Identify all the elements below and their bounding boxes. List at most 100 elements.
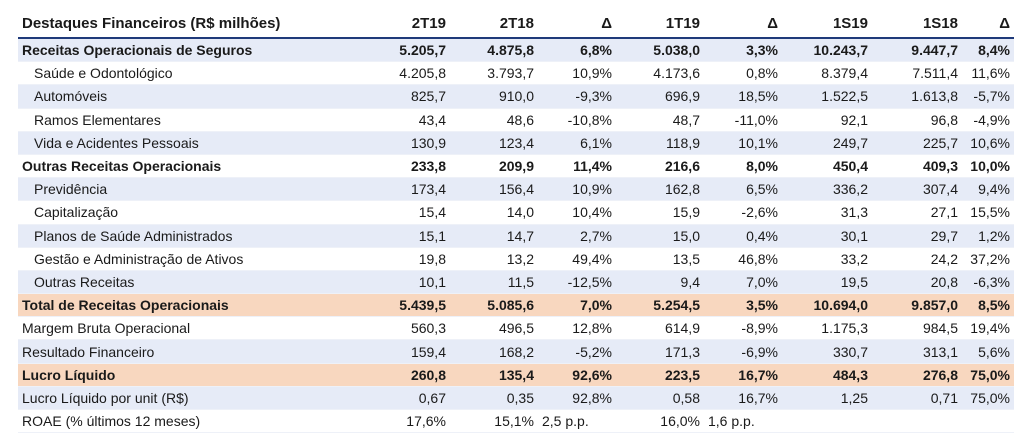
cell-2t18: 209,9 xyxy=(450,153,538,179)
cell-2t18: 11,5 xyxy=(450,270,538,295)
cell-2t19: 260,8 xyxy=(362,362,450,387)
cell-1t19: 16,0% xyxy=(616,409,704,434)
cell-1s19: 484,3 xyxy=(782,362,872,387)
cell-delta-2t: 92,8% xyxy=(538,386,616,411)
cell-delta-1s: 1,2% xyxy=(962,224,1014,248)
cell-2t19: 0,67 xyxy=(362,386,450,411)
cell-1s19: 1.522,5 xyxy=(782,84,872,109)
cell-delta-1s: -6,3% xyxy=(962,270,1014,295)
cell-1t19: 171,3 xyxy=(616,339,704,364)
cell-2t18: 15,1% xyxy=(450,409,538,434)
row-label: Planos de Saúde Administrados xyxy=(18,224,362,248)
cell-2t19: 173,4 xyxy=(362,177,450,202)
cell-1s19: 450,4 xyxy=(782,153,872,179)
cell-1s18: 409,3 xyxy=(872,153,962,179)
cell-1s18: 276,8 xyxy=(872,362,962,387)
cell-1s18: 24,2 xyxy=(872,247,962,271)
table-row-total-receitas: Total de Receitas Operacionais 5.439,5 5.0… xyxy=(18,293,1014,318)
cell-delta-1s: 10,0% xyxy=(962,153,1014,179)
cell-delta-1s: 75,0% xyxy=(962,362,1014,387)
cell-1t19: 118,9 xyxy=(616,131,704,155)
cell-delta-2t: -10,8% xyxy=(538,108,616,132)
table-row-resultado-financeiro: Resultado Financeiro 159,4 168,2 -5,2% 171,3… xyxy=(18,339,1014,364)
cell-2t19: 17,6% xyxy=(362,409,450,434)
row-label: Vida e Acidentes Pessoais xyxy=(18,131,362,155)
table-body: Receitas Operacionais de Seguros 5.205,7 4… xyxy=(18,37,1014,434)
row-label: Outras Receitas xyxy=(18,270,362,295)
table-row-receitas-seguros: Receitas Operacionais de Seguros 5.205,7 4… xyxy=(18,37,1014,63)
cell-delta-1t: 8,0% xyxy=(704,153,782,179)
table-row-capitalizacao: Capitalização 15,4 14,0 10,4% 15,9 -2,6% 31,3 2… xyxy=(18,200,1014,225)
cell-1t19: 15,9 xyxy=(616,200,704,225)
cell-delta-1t: 0,4% xyxy=(704,224,782,248)
table-row-lucro-liquido: Lucro Líquido 260,8 135,4 92,6% 223,5 16,7% 48… xyxy=(18,362,1014,387)
cell-1s18: 20,8 xyxy=(872,270,962,295)
cell-delta-1s: 19,4% xyxy=(962,316,1014,341)
cell-2t19: 159,4 xyxy=(362,339,450,364)
cell-2t18: 48,6 xyxy=(450,108,538,132)
cell-1t19: 5.254,5 xyxy=(616,293,704,318)
cell-delta-1t: -8,9% xyxy=(704,316,782,341)
cell-delta-2t: 10,4% xyxy=(538,200,616,225)
cell-delta-1t: -6,9% xyxy=(704,339,782,364)
financial-highlights-table: Destaques Financeiros (R$ milhões) 2T19 2T… xyxy=(18,10,1014,434)
cell-delta-1s: 75,0% xyxy=(962,386,1014,411)
table-row-planos-saude: Planos de Saúde Administrados 15,1 14,7 2,7… xyxy=(18,224,1014,248)
cell-2t18: 14,0 xyxy=(450,200,538,225)
table-row-saude: Saúde e Odontológico 4.205,8 3.793,7 10,9% 4… xyxy=(18,61,1014,86)
cell-2t18: 135,4 xyxy=(450,362,538,387)
cell-2t18: 910,0 xyxy=(450,84,538,109)
header-1s18: 1S18 xyxy=(872,10,962,39)
row-label: Automóveis xyxy=(18,84,362,109)
cell-2t19: 130,9 xyxy=(362,131,450,155)
cell-delta-1t: 10,1% xyxy=(704,131,782,155)
cell-2t19: 19,8 xyxy=(362,247,450,271)
cell-1s18: 984,5 xyxy=(872,316,962,341)
table-header: Destaques Financeiros (R$ milhões) 2T19 2T… xyxy=(18,10,1014,39)
cell-1s19: 1.175,3 xyxy=(782,316,872,341)
cell-delta-2t: 10,9% xyxy=(538,61,616,86)
cell-delta-1t: 0,8% xyxy=(704,61,782,86)
financial-highlights-table-container: Destaques Financeiros (R$ milhões) 2T19 2T… xyxy=(18,10,1014,434)
cell-2t19: 15,4 xyxy=(362,200,450,225)
table-row-ramos: Ramos Elementares 43,4 48,6 -10,8% 48,7 -11,0… xyxy=(18,108,1014,132)
cell-2t18: 496,5 xyxy=(450,316,538,341)
cell-2t19: 825,7 xyxy=(362,84,450,109)
header-delta-2t: Δ xyxy=(538,10,616,39)
cell-delta-2t: -9,3% xyxy=(538,84,616,109)
cell-1t19: 223,5 xyxy=(616,362,704,387)
cell-delta-2t: 2,5 p.p. xyxy=(538,409,616,434)
cell-delta-1t: 16,7% xyxy=(704,386,782,411)
cell-2t18: 14,7 xyxy=(450,224,538,248)
cell-delta-2t: 49,4% xyxy=(538,247,616,271)
cell-2t18: 5.085,6 xyxy=(450,293,538,318)
header-delta-1t: Δ xyxy=(704,10,782,39)
cell-delta-1t: -11,0% xyxy=(704,108,782,132)
cell-2t19: 560,3 xyxy=(362,316,450,341)
cell-1t19: 4.173,6 xyxy=(616,61,704,86)
cell-delta-2t: 2,7% xyxy=(538,224,616,248)
cell-1s19: 30,1 xyxy=(782,224,872,248)
cell-1s19: 19,5 xyxy=(782,270,872,295)
cell-1s19: 92,1 xyxy=(782,108,872,132)
table-row-previdencia: Previdência 173,4 156,4 10,9% 162,8 6,5% 336,2… xyxy=(18,177,1014,202)
table-row-roae: ROAE (% últimos 12 meses) 17,6% 15,1% 2,5 p… xyxy=(18,409,1014,434)
table-row-outras-receitas-op: Outras Receitas Operacionais 233,8 209,9 11… xyxy=(18,153,1014,179)
cell-1s19: 31,3 xyxy=(782,200,872,225)
cell-delta-1t: 3,5% xyxy=(704,293,782,318)
cell-1t19: 48,7 xyxy=(616,108,704,132)
cell-1s18: 9.447,7 xyxy=(872,37,962,63)
table-row-outras-receitas: Outras Receitas 10,1 11,5 -12,5% 9,4 7,0% 19,5… xyxy=(18,270,1014,295)
table-row-vida: Vida e Acidentes Pessoais 130,9 123,4 6,1% 1… xyxy=(18,131,1014,155)
table-row-automoveis: Automóveis 825,7 910,0 -9,3% 696,9 18,5% 1.522… xyxy=(18,84,1014,109)
cell-delta-2t: 6,1% xyxy=(538,131,616,155)
cell-1s19: 1,25 xyxy=(782,386,872,411)
header-1s19: 1S19 xyxy=(782,10,872,39)
cell-1t19: 162,8 xyxy=(616,177,704,202)
header-2t19: 2T19 xyxy=(362,10,450,39)
cell-1s18: 29,7 xyxy=(872,224,962,248)
row-label: Receitas Operacionais de Seguros xyxy=(18,37,362,63)
cell-2t19: 4.205,8 xyxy=(362,61,450,86)
cell-2t19: 233,8 xyxy=(362,153,450,179)
row-label: Saúde e Odontológico xyxy=(18,61,362,86)
